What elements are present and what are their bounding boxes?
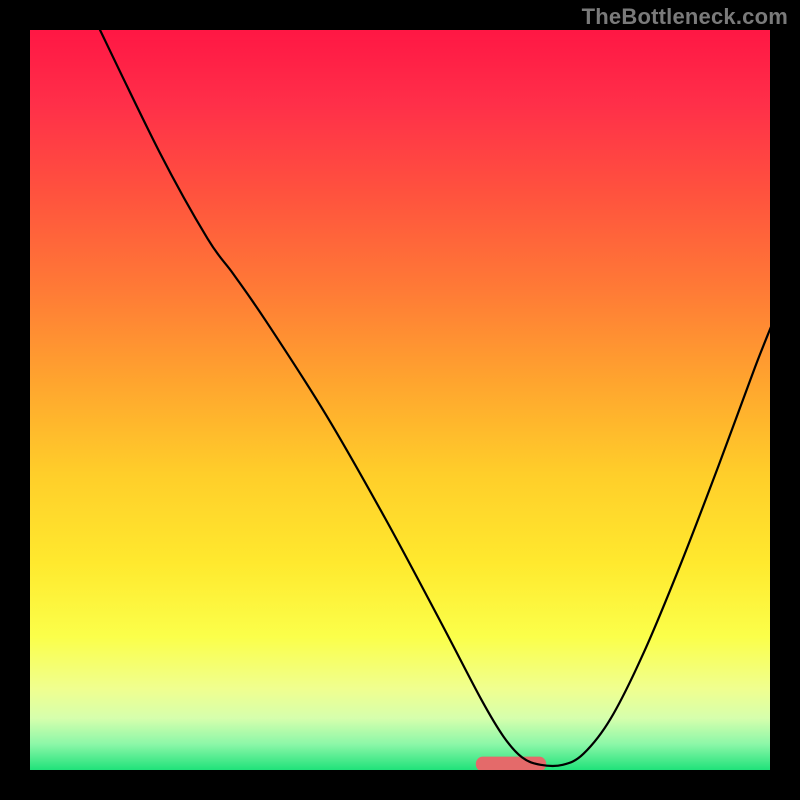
bottleneck-chart: [0, 0, 800, 800]
chart-frame: TheBottleneck.com: [0, 0, 800, 800]
watermark-text: TheBottleneck.com: [582, 4, 788, 30]
